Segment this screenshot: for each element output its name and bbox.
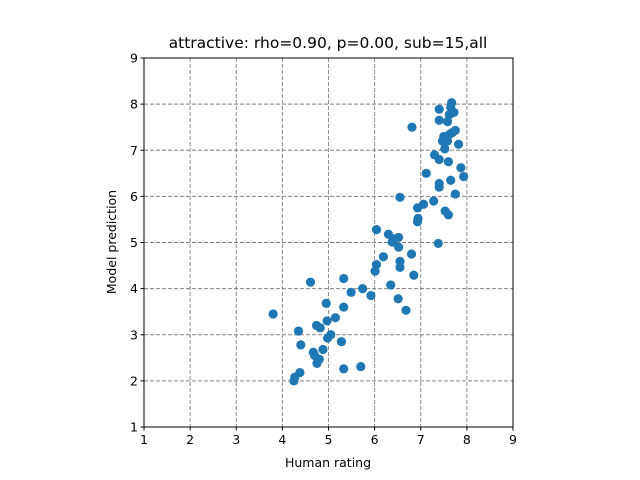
- data-point: [429, 196, 439, 206]
- data-point: [459, 171, 469, 182]
- x-tick-label: 9: [509, 432, 517, 447]
- data-point: [305, 277, 316, 287]
- x-tick-label: 2: [186, 432, 194, 447]
- y-tick-label: 6: [130, 189, 138, 204]
- data-point: [339, 364, 349, 374]
- y-tick-label: 7: [130, 143, 138, 158]
- data-point: [456, 163, 466, 173]
- data-point: [315, 323, 325, 333]
- y-tick-label: 5: [130, 235, 138, 250]
- x-tick-label: 6: [371, 432, 379, 447]
- x-tick-label: 3: [232, 432, 240, 447]
- data-point: [339, 273, 349, 284]
- data-point: [339, 302, 349, 312]
- y-tick-label: 1: [130, 420, 138, 435]
- data-point: [322, 333, 333, 343]
- y-axis-label: Model prediction: [104, 190, 119, 294]
- data-point: [387, 237, 397, 247]
- data-point: [394, 232, 404, 243]
- data-point: [434, 104, 444, 114]
- data-point: [446, 175, 456, 185]
- data-point: [393, 294, 403, 304]
- data-point: [293, 326, 304, 336]
- data-point: [321, 298, 331, 308]
- data-point: [442, 117, 453, 127]
- x-tick-label: 8: [463, 432, 471, 447]
- x-tick-label: 7: [417, 432, 425, 447]
- data-point: [370, 266, 380, 276]
- x-tick-label: 4: [278, 432, 286, 447]
- data-point: [395, 192, 405, 202]
- data-point: [433, 238, 443, 249]
- data-point: [386, 280, 396, 290]
- x-tick-label: 5: [325, 432, 333, 447]
- data-point: [358, 284, 368, 294]
- y-tick-label: 4: [130, 281, 138, 296]
- data-point: [312, 358, 322, 368]
- data-point: [421, 168, 431, 178]
- axis-ticks: 1 2 3 4 5 6 7 8 9 1 2 3 4 5 6 7 8 9: [130, 51, 517, 448]
- data-point: [318, 344, 328, 355]
- x-axis-label: Human rating: [285, 455, 371, 470]
- data-point: [336, 337, 347, 347]
- data-point: [366, 290, 376, 301]
- data-point: [412, 217, 423, 227]
- data-point: [409, 270, 419, 280]
- x-tick-label: 1: [140, 432, 148, 447]
- data-points: [268, 98, 469, 386]
- data-point: [443, 210, 454, 220]
- data-point: [443, 157, 454, 167]
- data-point: [444, 110, 454, 120]
- data-point: [407, 122, 417, 132]
- y-tick-label: 9: [130, 51, 138, 66]
- data-point: [289, 376, 299, 386]
- y-tick-label: 8: [130, 97, 138, 112]
- data-point: [453, 139, 464, 149]
- data-point: [371, 224, 382, 235]
- data-point: [437, 136, 448, 146]
- data-point: [330, 313, 341, 323]
- data-point: [434, 115, 444, 125]
- data-point: [418, 199, 429, 209]
- data-point: [346, 287, 356, 297]
- data-point: [356, 361, 366, 372]
- chart-title: attractive: rho=0.90, p=0.00, sub=15,all: [169, 34, 488, 52]
- data-point: [296, 340, 306, 350]
- data-point: [440, 144, 450, 154]
- data-point: [378, 252, 388, 262]
- y-tick-label: 2: [130, 373, 138, 388]
- axes-frame: [143, 57, 514, 428]
- y-tick-label: 3: [130, 327, 138, 342]
- data-point: [394, 242, 404, 252]
- data-point: [434, 182, 444, 192]
- data-point: [434, 154, 444, 165]
- data-point: [450, 189, 460, 199]
- data-point: [268, 309, 278, 319]
- data-point: [395, 262, 405, 273]
- data-point: [401, 305, 411, 315]
- data-point: [322, 316, 332, 326]
- data-point: [406, 249, 417, 259]
